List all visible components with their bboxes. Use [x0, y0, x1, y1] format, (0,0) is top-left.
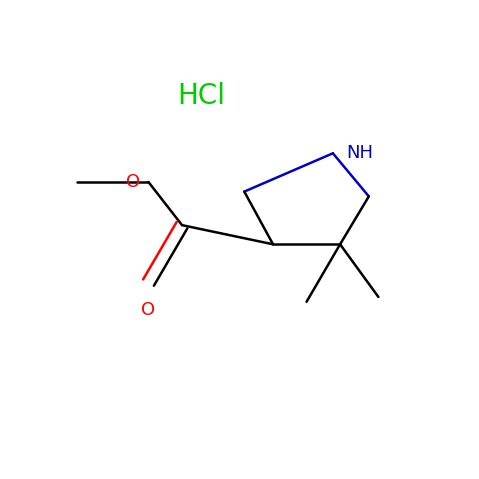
Text: NH: NH: [346, 144, 373, 162]
Text: O: O: [126, 173, 140, 191]
Text: HCl: HCl: [177, 82, 225, 110]
Text: O: O: [141, 301, 156, 319]
